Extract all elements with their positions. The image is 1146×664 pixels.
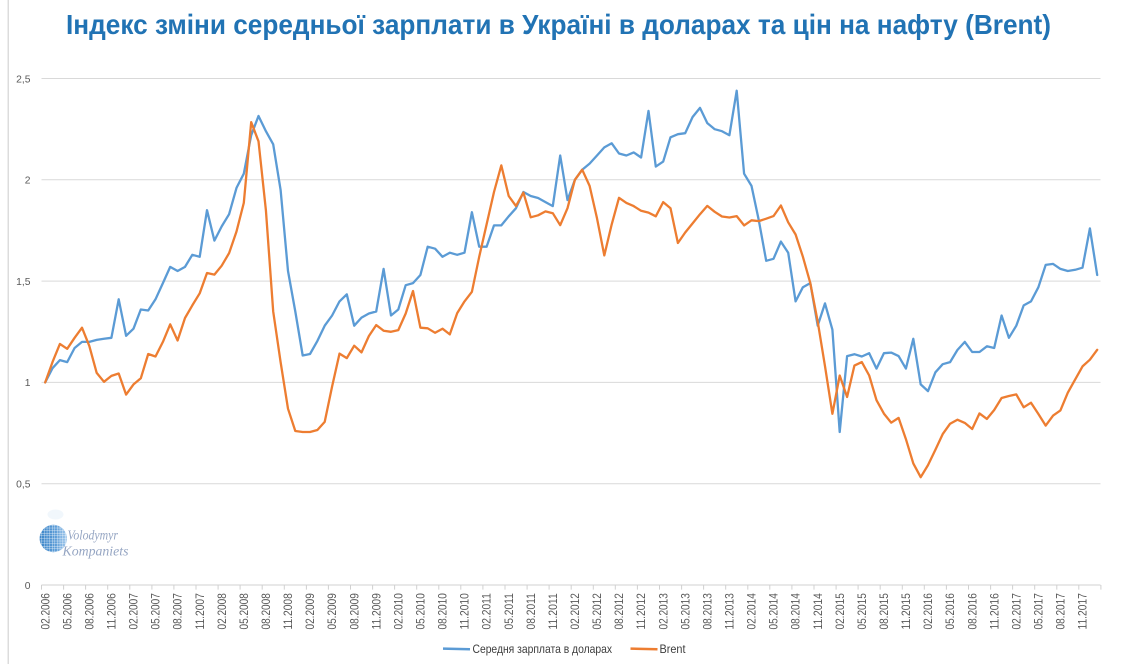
svg-text:05.2011: 05.2011 — [504, 593, 516, 629]
svg-text:0,5: 0,5 — [16, 480, 31, 491]
svg-text:02.2011: 02.2011 — [482, 593, 494, 629]
svg-text:08.2014: 08.2014 — [791, 593, 803, 630]
svg-text:05.2012: 05.2012 — [592, 593, 604, 629]
svg-text:05.2017: 05.2017 — [1034, 593, 1046, 629]
svg-text:2: 2 — [25, 176, 31, 187]
svg-text:05.2006: 05.2006 — [62, 593, 74, 629]
svg-text:08.2011: 08.2011 — [526, 593, 538, 629]
svg-text:08.2008: 08.2008 — [261, 593, 273, 629]
svg-text:Індекс зміни середньої зарплат: Індекс зміни середньої зарплати в Україн… — [66, 9, 1051, 40]
svg-text:02.2006: 02.2006 — [40, 593, 52, 629]
svg-text:05.2008: 05.2008 — [239, 593, 251, 629]
svg-text:02.2007: 02.2007 — [129, 593, 141, 629]
svg-text:11.2014: 11.2014 — [813, 593, 825, 630]
svg-text:1: 1 — [25, 378, 31, 389]
svg-text:02.2010: 02.2010 — [393, 593, 405, 629]
svg-text:11.2011: 11.2011 — [548, 593, 560, 629]
svg-text:05.2014: 05.2014 — [769, 593, 781, 630]
svg-text:02.2015: 02.2015 — [835, 593, 847, 629]
svg-text:11.2008: 11.2008 — [283, 593, 295, 629]
svg-text:08.2010: 08.2010 — [438, 593, 450, 629]
svg-text:08.2006: 08.2006 — [84, 593, 96, 629]
svg-text:11.2009: 11.2009 — [371, 593, 383, 629]
svg-text:02.2008: 02.2008 — [217, 593, 229, 629]
svg-text:05.2013: 05.2013 — [680, 593, 692, 629]
svg-text:08.2007: 08.2007 — [173, 593, 185, 629]
svg-text:02.2014: 02.2014 — [747, 593, 759, 630]
svg-text:05.2015: 05.2015 — [857, 593, 869, 629]
svg-text:11.2016: 11.2016 — [989, 593, 1001, 629]
svg-text:02.2013: 02.2013 — [658, 593, 670, 629]
svg-text:02.2009: 02.2009 — [305, 593, 317, 629]
svg-text:05.2010: 05.2010 — [416, 593, 428, 629]
svg-text:1,5: 1,5 — [16, 277, 31, 288]
svg-text:05.2016: 05.2016 — [945, 593, 957, 629]
svg-text:02.2012: 02.2012 — [570, 593, 582, 629]
svg-text:Середня зарплата в доларах: Середня зарплата в доларах — [473, 642, 613, 656]
svg-text:Brent: Brent — [660, 642, 687, 656]
svg-text:Kompaniets: Kompaniets — [61, 544, 128, 559]
svg-text:0: 0 — [25, 581, 31, 592]
svg-text:11.2012: 11.2012 — [636, 593, 648, 629]
svg-text:11.2015: 11.2015 — [901, 593, 913, 629]
svg-text:05.2007: 05.2007 — [151, 593, 163, 629]
svg-text:11.2010: 11.2010 — [460, 593, 472, 629]
svg-text:02.2016: 02.2016 — [923, 593, 935, 629]
svg-text:08.2016: 08.2016 — [967, 593, 979, 629]
svg-text:02.2017: 02.2017 — [1011, 593, 1023, 629]
svg-text:11.2017: 11.2017 — [1078, 593, 1090, 629]
svg-text:11.2007: 11.2007 — [195, 593, 207, 629]
svg-text:11.2013: 11.2013 — [725, 593, 737, 629]
svg-text:08.2017: 08.2017 — [1056, 593, 1068, 629]
svg-text:2,5: 2,5 — [16, 74, 31, 85]
svg-text:05.2009: 05.2009 — [327, 593, 339, 629]
svg-text:08.2013: 08.2013 — [702, 593, 714, 629]
svg-text:Volodymyr: Volodymyr — [68, 528, 119, 543]
svg-text:08.2012: 08.2012 — [614, 593, 626, 629]
svg-text:08.2015: 08.2015 — [879, 593, 891, 629]
svg-text:08.2009: 08.2009 — [349, 593, 361, 629]
svg-text:11.2006: 11.2006 — [107, 593, 119, 629]
